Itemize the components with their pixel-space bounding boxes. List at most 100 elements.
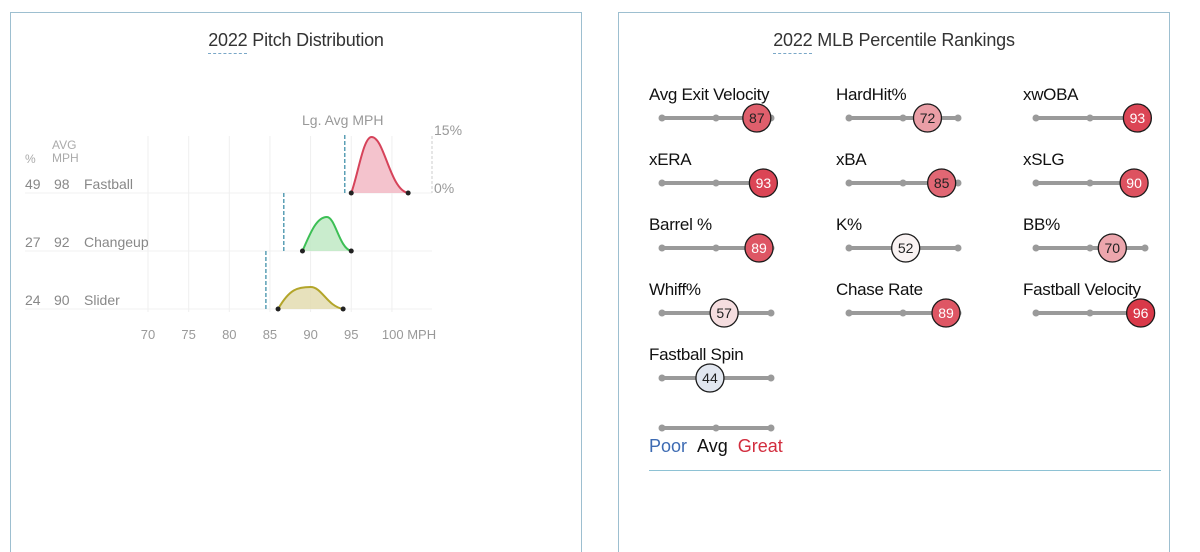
percentile-bubble — [927, 168, 957, 198]
percentile-slider: 90 — [1032, 168, 1149, 198]
percentile-slider: 89 — [658, 233, 775, 263]
percentile-rankings-title: 2022 MLB Percentile Rankings — [619, 30, 1169, 54]
percentile-bubble — [748, 168, 779, 198]
percentile-bubble — [1097, 233, 1127, 263]
metric-label: Fastball Spin — [649, 345, 744, 364]
pitch-name: Changeup — [84, 234, 149, 250]
percentile-value: 89 — [938, 305, 954, 321]
metric-label: K% — [836, 215, 862, 234]
distribution-curve — [350, 135, 409, 194]
range-max-dot — [405, 190, 411, 196]
metric-barrel[interactable]: Barrel % 89 — [649, 215, 809, 275]
metric-label: Barrel % — [649, 215, 712, 234]
x-tick-label: 95 — [344, 327, 358, 342]
metric-label: Chase Rate — [836, 280, 923, 299]
pitch-usage-pct: 24 — [25, 292, 41, 308]
pitch-name: Slider — [84, 292, 120, 308]
metric-label: HardHit% — [836, 85, 907, 104]
metric-avg-exit-velocity[interactable]: Avg Exit Velocity 87 — [649, 85, 809, 145]
percentile-value: 70 — [1105, 240, 1121, 256]
title-year-link[interactable]: 2022 — [773, 30, 813, 54]
pitch-distribution-title: 2022 Pitch Distribution — [11, 30, 581, 54]
pitch-distribution-panel: 2022 Pitch Distribution — [10, 12, 582, 552]
percentile-bubble — [709, 298, 739, 328]
title-year-link[interactable]: 2022 — [208, 30, 248, 54]
percentile-value: 44 — [702, 370, 718, 386]
percentile-slider: 57 — [658, 298, 775, 328]
percentile-slider: 93 — [1032, 103, 1153, 133]
avg-mph-header-1: AVG — [52, 138, 76, 152]
pitch-avg-mph: 98 — [54, 176, 70, 192]
metric-label: Fastball Velocity — [1023, 280, 1141, 299]
percentile-value: 89 — [751, 240, 767, 256]
x-tick-label: 80 — [222, 327, 236, 342]
range-max-dot — [340, 306, 346, 312]
panel-divider — [649, 470, 1161, 471]
pct-axis-bottom: 0% — [434, 180, 454, 196]
percentile-value: 57 — [716, 305, 732, 321]
distribution-area — [278, 287, 344, 309]
percentile-slider: 70 — [1032, 233, 1149, 263]
x-tick-label: 70 — [141, 327, 155, 342]
metric-k[interactable]: K% 52 — [836, 215, 996, 275]
legend-scale-bar — [658, 424, 775, 432]
x-tick-label: 100 MPH — [382, 327, 436, 342]
pitch-avg-mph: 92 — [54, 234, 70, 250]
legend-poor: Poor — [649, 436, 688, 456]
metric-fastball-spin[interactable]: Fastball Spin 44 — [649, 345, 809, 405]
range-min-dot — [299, 248, 305, 254]
pct-axis-top: 15% — [434, 122, 462, 138]
metric-xera[interactable]: xERA 93 — [649, 150, 809, 210]
percentile-value: 52 — [898, 240, 914, 256]
distribution-curve — [277, 285, 344, 310]
percentile-bubble — [1125, 298, 1156, 328]
percentile-bubble — [742, 103, 772, 133]
percentile-bubble — [891, 233, 921, 263]
metric-label: xBA — [836, 150, 867, 169]
percentile-value: 93 — [756, 175, 772, 191]
title-text: Pitch Distribution — [247, 30, 384, 50]
metric-xslg[interactable]: xSLG 90 — [1023, 150, 1183, 210]
metric-fastball-velocity[interactable]: Fastball Velocity 96 — [1023, 280, 1183, 340]
percentile-slider: 85 — [845, 168, 962, 198]
x-tick-label: 90 — [303, 327, 317, 342]
percentile-value: 87 — [749, 110, 765, 126]
pct-column-header: % — [25, 152, 36, 166]
percentile-slider: 89 — [845, 298, 962, 328]
metric-label: Avg Exit Velocity — [649, 85, 770, 104]
metric-chase-rate[interactable]: Chase Rate 89 — [836, 280, 996, 340]
avg-mph-header-2: MPH — [52, 151, 79, 165]
percentile-value: 93 — [1130, 110, 1146, 126]
percentile-bubble — [695, 363, 725, 393]
range-min-dot — [275, 306, 281, 312]
metric-label: xERA — [649, 150, 692, 169]
x-tick-label: 75 — [181, 327, 195, 342]
percentile-slider: 93 — [658, 168, 779, 198]
pitch-name: Fastball — [84, 176, 133, 192]
percentile-value: 85 — [934, 175, 950, 191]
metric-label: BB% — [1023, 215, 1060, 234]
metric-xba[interactable]: xBA 85 — [836, 150, 996, 210]
percentile-slider: 44 — [658, 363, 775, 393]
legend: Poor Avg Great — [649, 436, 793, 457]
metric-label: xwOBA — [1023, 85, 1079, 104]
lg-avg-label: Lg. Avg MPH — [302, 112, 383, 128]
metric-label: Whiff% — [649, 280, 701, 299]
range-max-dot — [348, 248, 354, 254]
percentile-slider: 72 — [845, 103, 962, 133]
metric-whiff[interactable]: Whiff% 57 — [649, 280, 809, 340]
percentile-value: 90 — [1126, 175, 1142, 191]
legend-avg: Avg — [697, 436, 728, 456]
distribution-area — [302, 217, 352, 251]
metric-hardhit[interactable]: HardHit% 72 — [836, 85, 996, 145]
percentile-value: 96 — [1133, 305, 1149, 321]
metric-bb[interactable]: BB% 70 — [1023, 215, 1183, 275]
percentile-bubble — [744, 233, 774, 263]
percentile-slider: 52 — [845, 233, 962, 263]
metric-label: xSLG — [1023, 150, 1065, 169]
pitch-usage-pct: 49 — [25, 176, 41, 192]
percentile-bubble — [912, 103, 943, 133]
range-min-dot — [348, 190, 354, 196]
metric-xwoba[interactable]: xwOBA 93 — [1023, 85, 1183, 145]
percentile-bubble — [1122, 103, 1153, 133]
